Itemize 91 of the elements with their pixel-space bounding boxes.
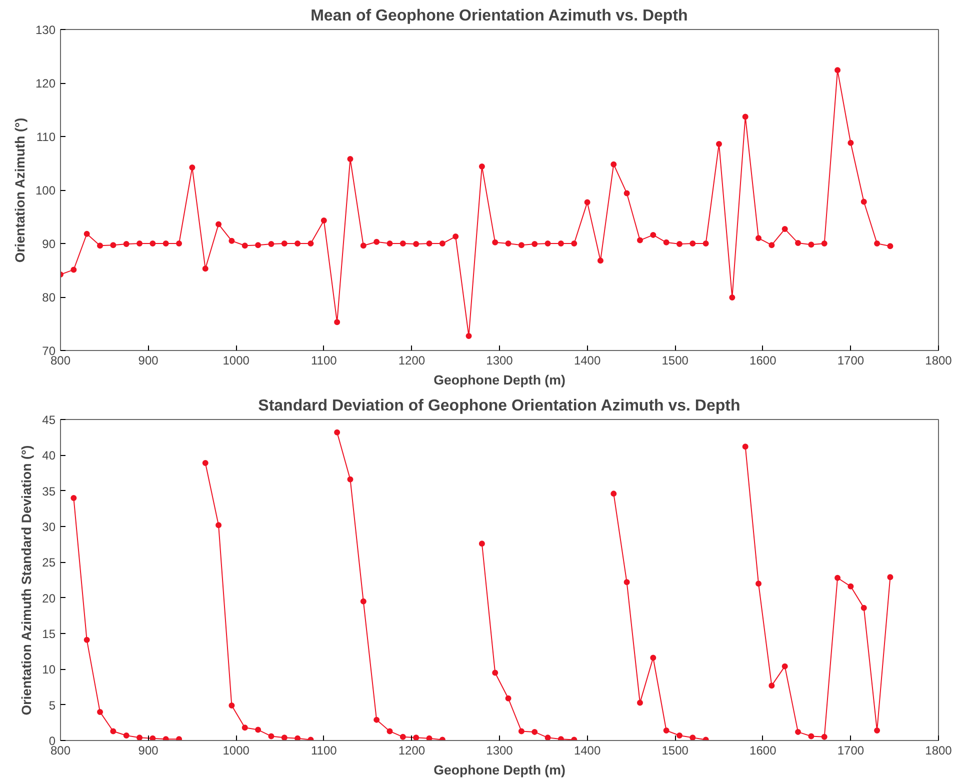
- point: [478, 540, 485, 547]
- point: [795, 728, 802, 735]
- point: [834, 574, 841, 581]
- point: [768, 682, 775, 689]
- point: [676, 732, 682, 738]
- chart-title: Standard Deviation of Geophone Orientation Azimuth vs. Depth: [258, 398, 740, 414]
- point: [544, 734, 551, 740]
- chart-title: Mean of Geophone Orientation Azimuth vs. Depth: [310, 8, 688, 24]
- point: [518, 728, 524, 734]
- point: [426, 735, 432, 740]
- point: [808, 733, 814, 740]
- y-tick-label: 45: [42, 413, 56, 427]
- point: [413, 734, 420, 740]
- x-axis-title: Geophone Depth (m): [434, 372, 566, 388]
- x-tick-label: 1700: [837, 744, 864, 758]
- x-tick-label: 1100: [311, 354, 338, 368]
- point: [610, 490, 617, 497]
- point: [255, 726, 262, 733]
- point: [821, 734, 828, 740]
- x-tick-label: 1400: [574, 744, 601, 758]
- point: [636, 700, 643, 706]
- point: [532, 728, 538, 735]
- point: [756, 580, 762, 587]
- point: [268, 733, 274, 740]
- point: [874, 728, 880, 734]
- x-tick-label: 1000: [222, 354, 250, 368]
- y-tick-label: 40: [42, 448, 56, 463]
- x-tick-label: 1200: [398, 744, 426, 758]
- x-tick-label: 1700: [837, 354, 864, 368]
- point: [492, 670, 498, 676]
- y-tick-label: 5: [48, 698, 56, 712]
- y-tick-label: 130: [35, 23, 56, 37]
- x-tick-label: 1800: [925, 354, 952, 368]
- point: [782, 663, 788, 670]
- point: [123, 732, 130, 738]
- point: [374, 716, 380, 723]
- y-tick-label: 30: [42, 520, 56, 534]
- point: [150, 735, 156, 740]
- point: [848, 583, 854, 590]
- point: [650, 654, 656, 661]
- point: [624, 579, 630, 586]
- y-tick-label: 110: [36, 130, 56, 144]
- point: [360, 598, 366, 604]
- y-tick-label: 20: [42, 591, 56, 606]
- x-axis-title: Geophone Depth (m): [434, 762, 566, 778]
- x-tick-label: 800: [50, 354, 71, 368]
- point: [887, 574, 894, 580]
- point: [242, 724, 248, 731]
- x-tick-label: 1100: [311, 744, 338, 758]
- y-tick-label: 90: [42, 237, 56, 251]
- y-tick-label: 10: [42, 662, 56, 677]
- point: [860, 604, 867, 611]
- y-tick-label: 80: [42, 290, 56, 304]
- point: [110, 728, 116, 734]
- point: [334, 429, 340, 436]
- point: [386, 728, 393, 734]
- point: [505, 695, 512, 702]
- y-tick-label: 120: [35, 76, 56, 90]
- y-axis-title: Orientation Azimuth (°): [12, 118, 28, 263]
- point: [742, 444, 748, 450]
- point: [347, 476, 354, 482]
- x-tick-label: 900: [138, 744, 159, 758]
- point: [281, 734, 288, 740]
- x-tick-label: 1300: [486, 744, 514, 758]
- y-tick-label: 25: [42, 556, 56, 570]
- y-tick-label: 15: [42, 627, 56, 641]
- x-tick-label: 1400: [574, 354, 601, 368]
- x-tick-label: 800: [50, 744, 71, 758]
- x-tick-label: 1300: [486, 354, 514, 368]
- x-tick-label: 1200: [398, 354, 426, 368]
- y-axis-title: Orientation Azimuth Standard Deviation (°): [19, 445, 34, 716]
- x-tick-label: 1800: [925, 744, 952, 758]
- y-tick-label: 35: [42, 484, 56, 498]
- point: [663, 728, 670, 734]
- point: [97, 708, 104, 715]
- point: [228, 702, 235, 709]
- point: [70, 494, 77, 501]
- y-tick-label: 100: [35, 184, 56, 198]
- x-tick-label: 1500: [662, 354, 689, 368]
- point: [294, 735, 301, 740]
- point: [136, 734, 143, 740]
- point: [400, 734, 406, 740]
- x-tick-label: 1500: [662, 744, 689, 758]
- point: [202, 460, 208, 466]
- point: [216, 522, 222, 528]
- x-tick-label: 900: [138, 354, 159, 368]
- point: [84, 636, 90, 643]
- point: [690, 734, 696, 740]
- x-tick-label: 1000: [222, 744, 250, 758]
- x-tick-label: 1600: [750, 354, 777, 368]
- x-tick-label: 1600: [750, 744, 777, 758]
